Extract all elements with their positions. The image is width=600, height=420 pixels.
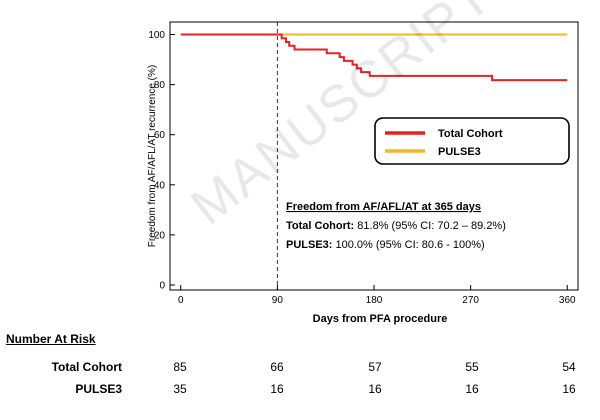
risk-cell: 35 [173, 382, 187, 396]
annotation-line-pulse3: PULSE3: 100.0% (95% CI: 80.6 - 100%) [286, 239, 485, 251]
risk-cell: 55 [465, 360, 479, 374]
y-tick-label: 40 [154, 180, 166, 191]
risk-cell: 16 [270, 382, 284, 396]
series-line-total-cohort [180, 33, 568, 82]
risk-cell: 16 [562, 382, 576, 396]
y-axis-label: Freedom from AF/AFL/AT recurrence (%) [147, 65, 158, 247]
y-tick-label: 60 [154, 130, 166, 141]
risk-cell: 16 [368, 382, 382, 396]
risk-row-label: PULSE3 [75, 382, 122, 396]
x-tick-label: 0 [178, 295, 184, 306]
risk-cell: 54 [562, 360, 576, 374]
plot-frame [169, 21, 579, 291]
x-tick-label: 180 [366, 295, 383, 306]
risk-row-pulse3: PULSE3 35 16 16 16 16 [0, 382, 600, 400]
y-tick-label: 100 [148, 30, 165, 41]
annotation-block: Freedom from AF/AFL/AT at 365 days Total… [286, 201, 506, 251]
y-tick-label: 0 [159, 280, 165, 291]
number-at-risk-table: Number At Risk Total Cohort 85 66 57 55 … [0, 332, 600, 412]
risk-row-total-cohort: Total Cohort 85 66 57 55 54 [0, 360, 600, 378]
legend-label-total-cohort: Total Cohort [438, 128, 503, 140]
legend-label-pulse3: PULSE3 [438, 146, 481, 158]
annotation-line-total: Total Cohort: 81.8% (95% CI: 70.2 – 89.2… [286, 220, 506, 232]
legend: Total Cohort PULSE3 [374, 117, 570, 165]
risk-cell: 57 [368, 360, 382, 374]
risk-table-title: Number At Risk [6, 332, 96, 346]
risk-cell: 66 [270, 360, 284, 374]
risk-row-label: Total Cohort [51, 360, 122, 374]
axis-ticks: 0 90 180 270 360 0 20 40 60 80 100 [148, 30, 576, 306]
x-tick-label: 360 [559, 295, 576, 306]
x-tick-label: 90 [272, 295, 284, 306]
x-tick-label: 270 [462, 295, 479, 306]
km-chart: 0 90 180 270 360 0 20 40 60 80 100 Freedom from AF… [147, 21, 579, 325]
x-axis-label: Days from PFA procedure [313, 313, 448, 325]
annotation-title: Freedom from AF/AFL/AT at 365 days [286, 201, 481, 213]
y-tick-label: 80 [154, 80, 166, 91]
risk-cell: 16 [465, 382, 479, 396]
risk-cell: 85 [173, 360, 187, 374]
y-tick-label: 20 [154, 230, 166, 241]
series-lines [180, 33, 568, 82]
